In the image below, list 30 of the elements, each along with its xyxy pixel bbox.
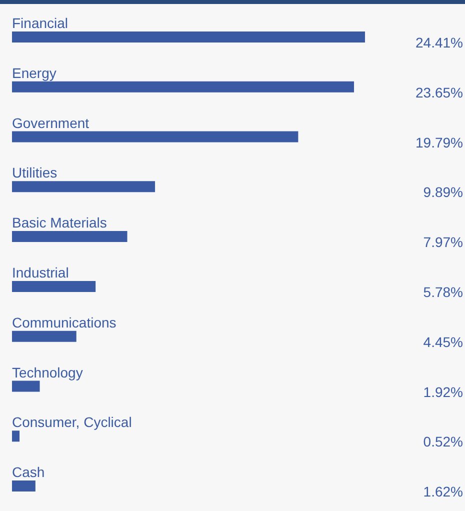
bar xyxy=(12,430,20,442)
y-tick-label: Utilities xyxy=(12,164,58,181)
bar xyxy=(12,181,156,192)
bar xyxy=(12,380,40,392)
data-label: 4.45% xyxy=(423,334,463,350)
bar xyxy=(12,330,76,342)
data-label: 5.78% xyxy=(423,284,463,300)
y-tick-label: Energy xyxy=(12,64,56,81)
y-tick-label: Financial xyxy=(12,14,68,31)
data-label: 19.79% xyxy=(416,134,463,150)
y-tick-label: Government xyxy=(12,114,90,131)
data-label: 24.41% xyxy=(416,34,463,50)
bar xyxy=(12,231,128,242)
bar xyxy=(12,131,298,142)
y-tick-label: Consumer, Cyclical xyxy=(12,414,132,430)
data-label: 0.52% xyxy=(423,434,463,450)
bar xyxy=(12,31,365,42)
y-tick-label: Technology xyxy=(12,364,83,380)
y-tick-label: Industrial xyxy=(12,264,69,280)
data-label: 1.92% xyxy=(423,384,463,400)
data-label: 23.65% xyxy=(416,84,463,100)
bar xyxy=(12,280,96,292)
bar xyxy=(12,480,36,492)
y-tick-label: Cash xyxy=(12,464,45,480)
data-label: 1.62% xyxy=(423,484,463,500)
y-tick-label: Basic Materials xyxy=(12,214,107,231)
data-label: 9.89% xyxy=(423,184,463,200)
bar xyxy=(12,81,354,92)
data-label: 7.97% xyxy=(423,234,463,250)
y-tick-label: Communications xyxy=(12,314,116,330)
